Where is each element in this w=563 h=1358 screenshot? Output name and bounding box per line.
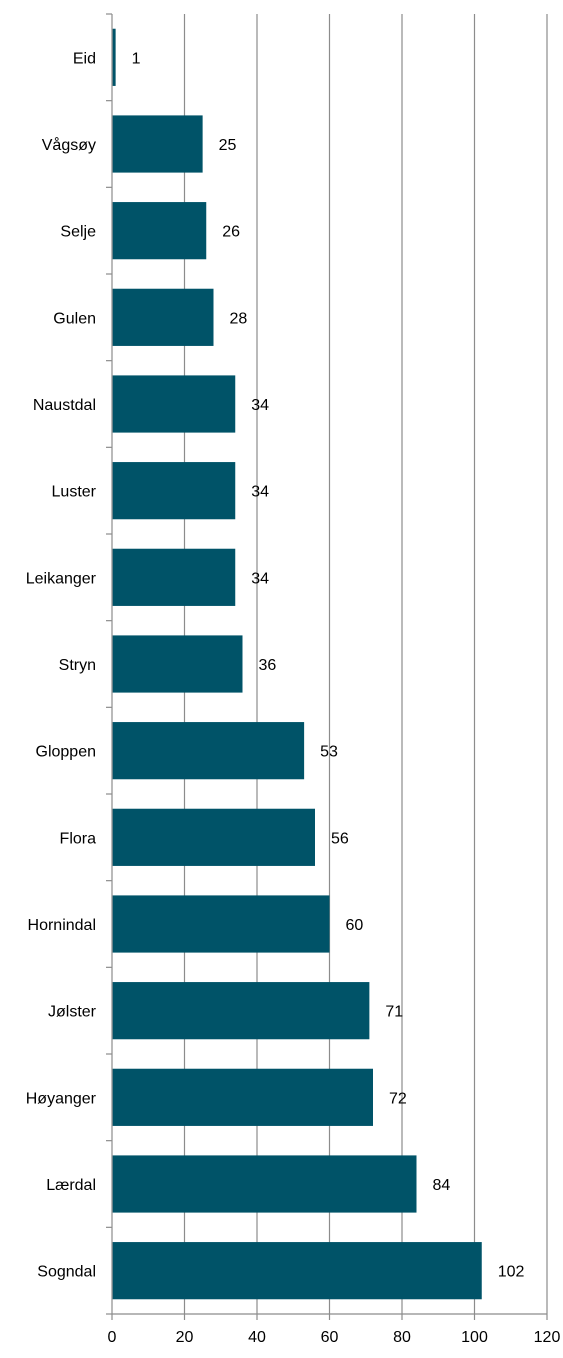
data-label-Naustdal: 34 bbox=[251, 397, 269, 414]
category-label-Stryn: Stryn bbox=[59, 657, 96, 674]
x-tick-label-100: 100 bbox=[461, 1329, 488, 1346]
bar-Hornindal bbox=[112, 895, 330, 953]
category-label-Vågsøy: Vågsøy bbox=[42, 136, 96, 154]
bar-Stryn bbox=[112, 635, 243, 693]
category-label-Leikanger: Leikanger bbox=[26, 570, 97, 587]
x-tick-label-120: 120 bbox=[534, 1329, 561, 1346]
category-label-Gloppen: Gloppen bbox=[36, 744, 97, 761]
bar-Leikanger bbox=[112, 548, 236, 606]
bar-Gulen bbox=[112, 288, 214, 346]
category-label-Selje: Selje bbox=[60, 224, 96, 241]
bars bbox=[112, 28, 482, 1300]
data-label-Leikanger: 34 bbox=[251, 570, 269, 587]
category-label-Flora: Flora bbox=[60, 830, 97, 847]
data-label-Sogndal: 102 bbox=[498, 1264, 525, 1281]
data-label-Selje: 26 bbox=[222, 224, 240, 241]
x-tick-label-60: 60 bbox=[321, 1329, 339, 1346]
data-label-Gloppen: 53 bbox=[320, 744, 338, 761]
category-label-Sogndal: Sogndal bbox=[37, 1264, 96, 1281]
category-label-Gulen: Gulen bbox=[53, 310, 96, 327]
bar-Eid bbox=[112, 28, 116, 86]
data-label-Høyanger: 72 bbox=[389, 1090, 407, 1107]
data-label-Hornindal: 60 bbox=[346, 917, 364, 934]
bar-Naustdal bbox=[112, 375, 236, 433]
category-label-Eid: Eid bbox=[73, 50, 96, 67]
bar-Lærdal bbox=[112, 1155, 417, 1213]
bar-Flora bbox=[112, 808, 315, 866]
data-label-Lærdal: 84 bbox=[433, 1177, 451, 1194]
category-label-Lærdal: Lærdal bbox=[46, 1177, 96, 1194]
bar-Vågsøy bbox=[112, 115, 203, 173]
bar-Sogndal bbox=[112, 1242, 482, 1300]
x-tick-label-40: 40 bbox=[248, 1329, 266, 1346]
x-tick-label-0: 0 bbox=[108, 1329, 117, 1346]
bar-Selje bbox=[112, 202, 207, 260]
data-label-Jølster: 71 bbox=[385, 1004, 403, 1021]
data-label-Stryn: 36 bbox=[259, 657, 277, 674]
category-label-Høyanger: Høyanger bbox=[26, 1090, 97, 1107]
category-label-Naustdal: Naustdal bbox=[33, 397, 96, 414]
data-label-Flora: 56 bbox=[331, 830, 349, 847]
x-tick-label-20: 20 bbox=[176, 1329, 194, 1346]
x-tick-label-80: 80 bbox=[393, 1329, 411, 1346]
data-label-Eid: 1 bbox=[132, 50, 141, 67]
category-label-Hornindal: Hornindal bbox=[28, 917, 96, 934]
bar-Jølster bbox=[112, 982, 370, 1040]
data-label-Luster: 34 bbox=[251, 484, 269, 501]
bar-Gloppen bbox=[112, 722, 305, 780]
bar-Høyanger bbox=[112, 1068, 373, 1126]
labels: 0 20 40 60 80 100 120 Eid 1 Vågsøy 25 Selje 26 Gulen 2… bbox=[26, 50, 561, 1346]
category-label-Jølster: Jølster bbox=[48, 1004, 97, 1021]
data-label-Vågsøy: 25 bbox=[219, 137, 237, 154]
bar-Luster bbox=[112, 462, 236, 520]
data-label-Gulen: 28 bbox=[230, 310, 248, 327]
axes bbox=[106, 13, 548, 1320]
category-label-Luster: Luster bbox=[52, 484, 97, 501]
